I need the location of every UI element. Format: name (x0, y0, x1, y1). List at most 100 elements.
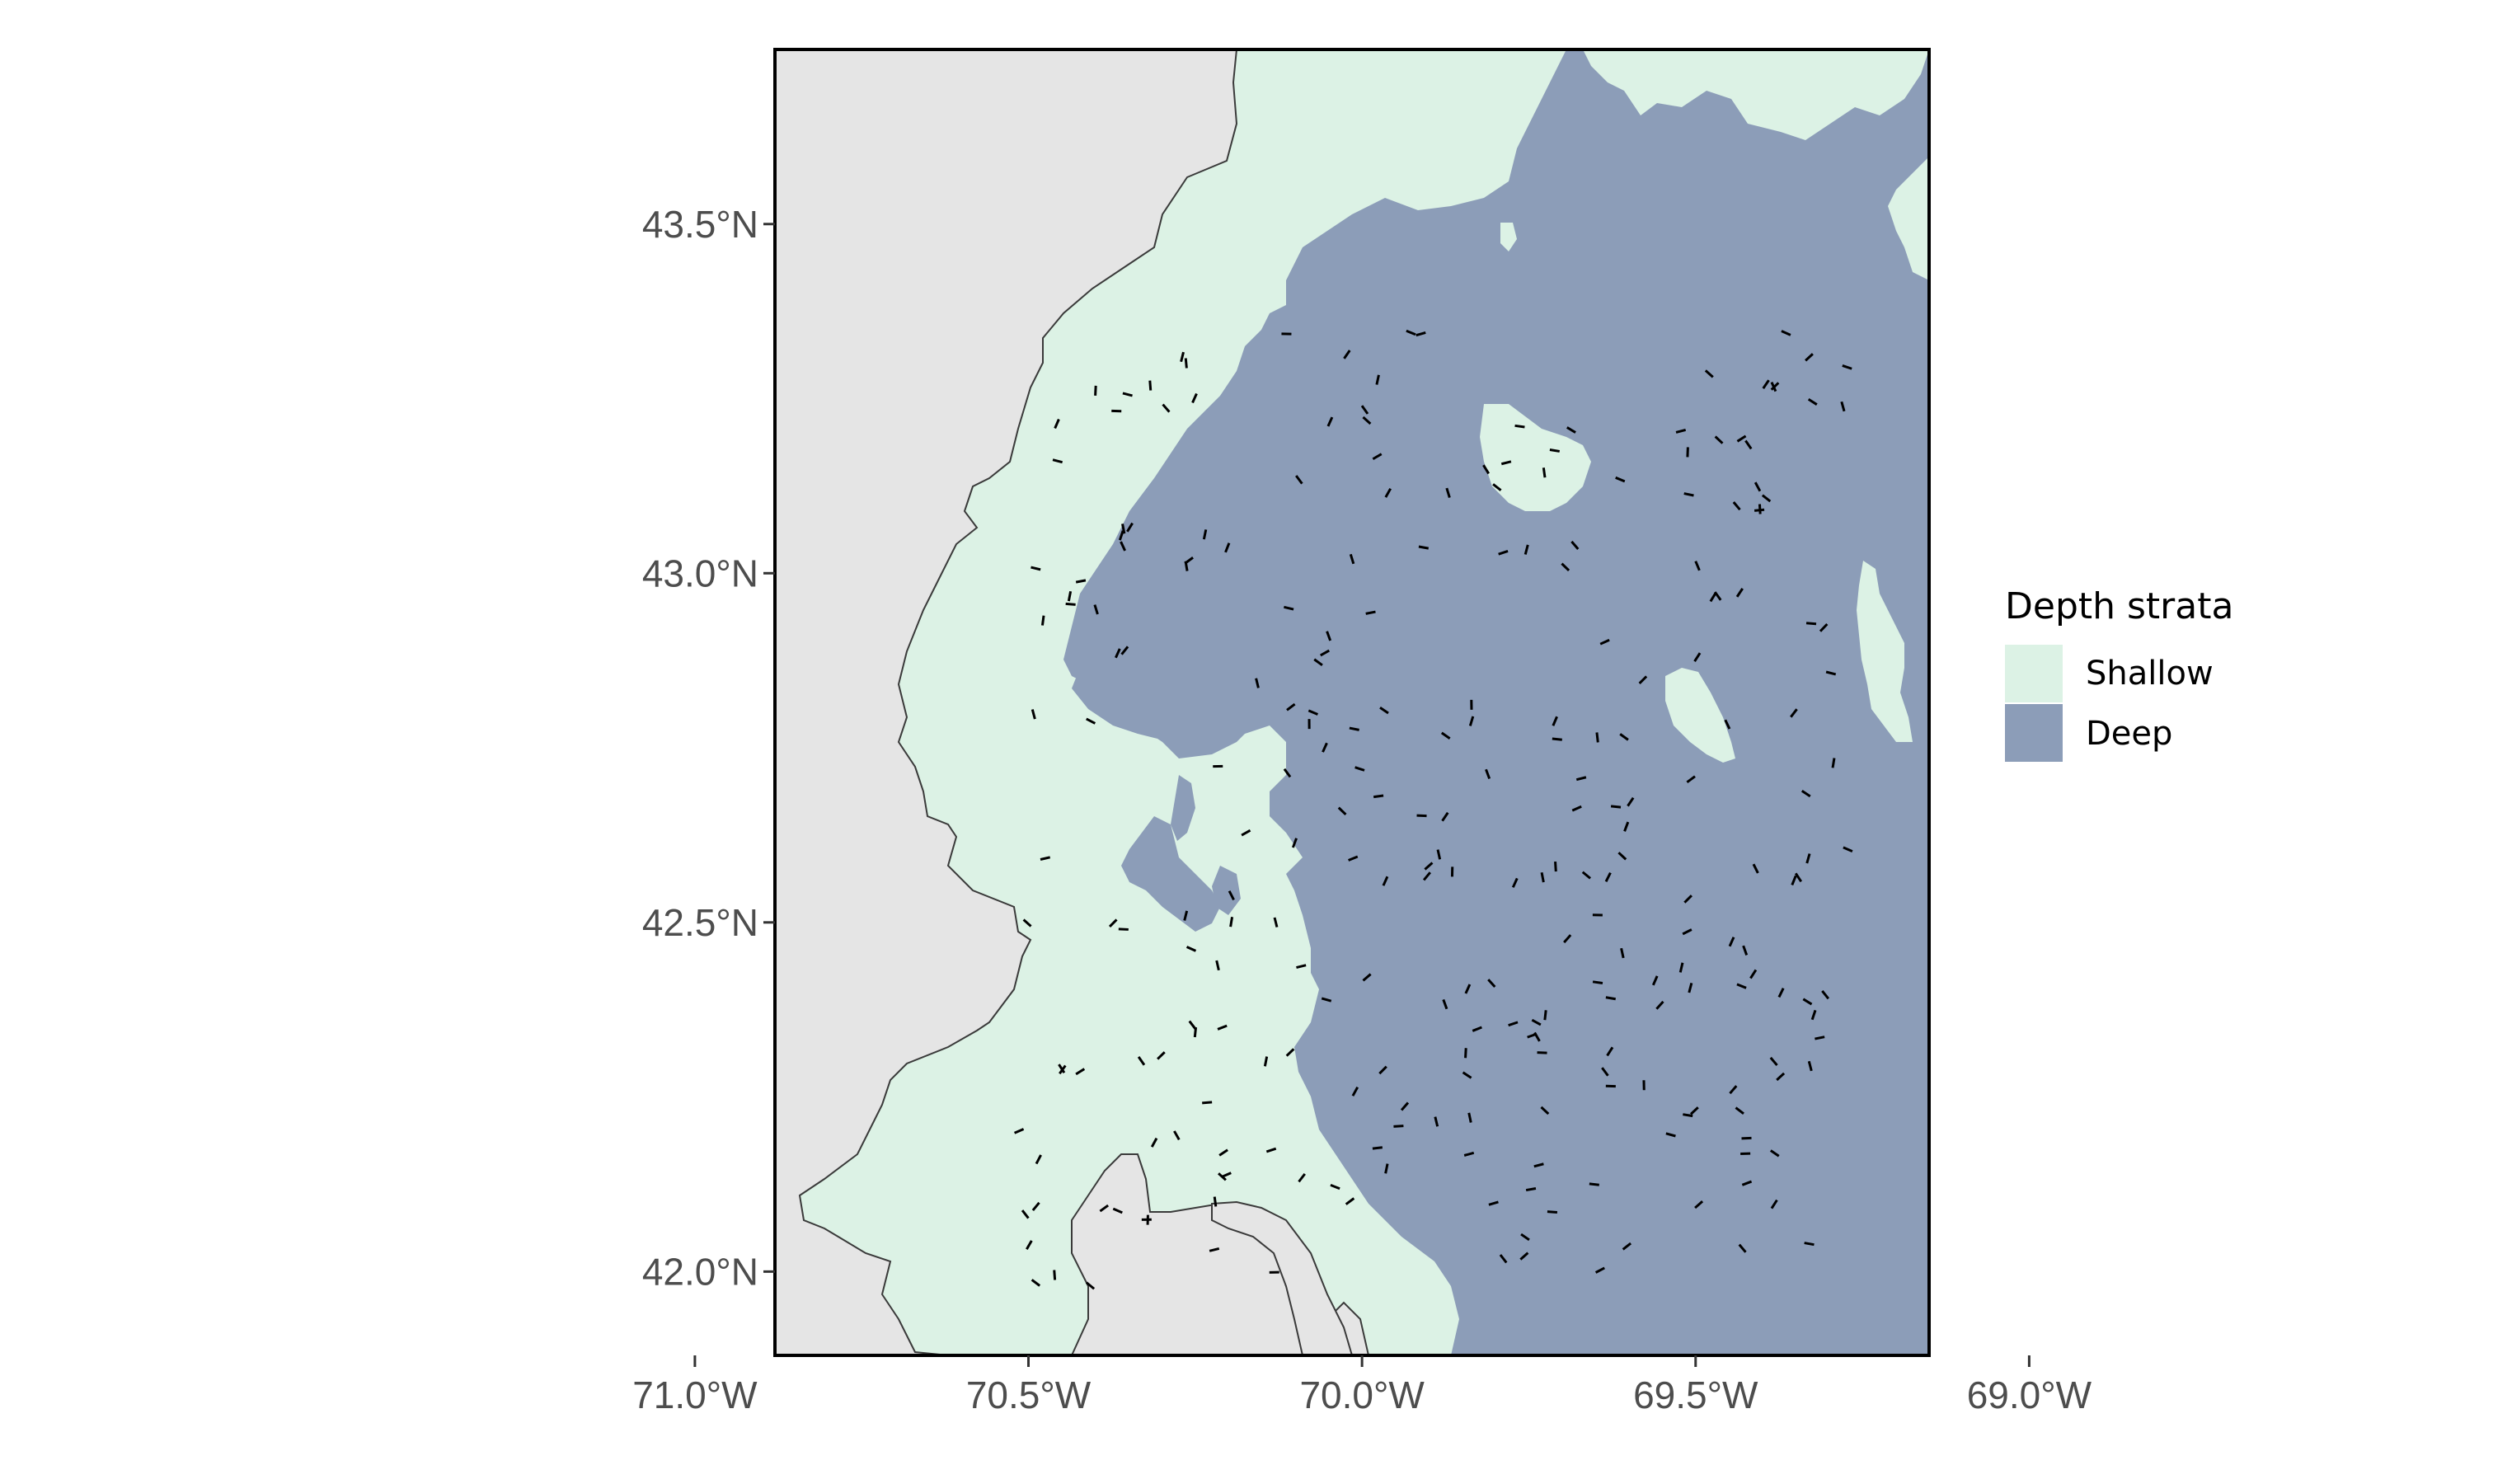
tow-mark (1762, 379, 1770, 389)
tow-mark (1769, 1149, 1780, 1158)
tow-mark (1224, 542, 1231, 553)
tow-mark (1285, 1048, 1295, 1057)
tow-mark (1815, 1036, 1825, 1040)
tow-mark (1735, 588, 1744, 598)
tow-mark (1326, 416, 1334, 427)
tow-mark (1777, 988, 1785, 998)
tow-mark (1805, 353, 1814, 362)
tow-mark (1286, 702, 1296, 711)
tow-mark (1488, 1200, 1499, 1206)
tow-mark (1054, 418, 1060, 430)
tow-mark (1099, 1204, 1109, 1213)
tow-mark (1790, 708, 1798, 718)
tow-mark (1058, 1064, 1066, 1073)
tow-mark (1108, 918, 1118, 928)
tow-mark (1308, 709, 1318, 716)
tow-mark (1620, 947, 1625, 959)
tow-mark (1273, 917, 1279, 928)
tow-mark (1724, 719, 1731, 730)
tow-mark (1298, 1172, 1306, 1183)
tow-mark (1682, 928, 1693, 936)
tow-mark (1589, 1182, 1599, 1186)
tow-mark (1678, 962, 1684, 973)
tow-mark (1354, 766, 1365, 772)
tow-mark (1202, 1101, 1213, 1105)
tow-mark (1831, 758, 1836, 768)
tow-mark (1704, 369, 1714, 378)
tow-mark (1694, 1200, 1704, 1209)
tow-mark (1202, 529, 1208, 540)
tow-mark (1126, 522, 1134, 533)
legend-title: Depth strata (2005, 585, 2233, 627)
tow-mark (1810, 1009, 1817, 1021)
tow-mark (1842, 364, 1852, 370)
tow-mark (1442, 998, 1448, 1010)
tow-mark (1570, 540, 1580, 550)
tow-mark (1606, 1046, 1614, 1057)
tow-mark (1184, 358, 1188, 369)
tow-mark (1651, 975, 1659, 986)
longitude-axis: 71.0°W 70.5°W 70.0°W 69.5°W 69.0°W (632, 1355, 2092, 1416)
tow-mark (1218, 1148, 1228, 1157)
tow-mark (1655, 1000, 1664, 1010)
tow-mark (1749, 969, 1758, 979)
tow-mark (1498, 550, 1509, 556)
tow-mark (1758, 504, 1762, 514)
tow-mark (1320, 649, 1330, 657)
tow-mark (1472, 1026, 1482, 1032)
tow-mark (1571, 805, 1582, 812)
shallow-bank-northeast (1888, 157, 1929, 280)
x-tick-label: 71.0°W (632, 1374, 758, 1416)
tow-mark (1115, 648, 1121, 659)
tow-mark (1805, 853, 1811, 864)
tow-mark (1265, 1147, 1277, 1153)
tow-mark (1121, 524, 1126, 534)
shallow-bank-far-east (1857, 561, 1913, 742)
tow-mark (1284, 605, 1294, 611)
tow-mark (1819, 622, 1829, 632)
tow-mark (1508, 1021, 1519, 1027)
tow-mark (1524, 544, 1529, 555)
tow-mark (1031, 1201, 1040, 1212)
tow-mark (1112, 1207, 1123, 1214)
tow-mark (1255, 678, 1260, 688)
y-tick-label: 42.0°N (642, 1250, 758, 1293)
tow-mark (1552, 716, 1558, 726)
tow-mark (1492, 483, 1502, 491)
tow-mark (1463, 1151, 1475, 1157)
tow-mark (1337, 806, 1347, 816)
tow-mark (1295, 475, 1303, 485)
tow-mark (1026, 1240, 1033, 1251)
tow-mark (1373, 794, 1384, 799)
tow-mark (1601, 1067, 1609, 1077)
tow-mark (1709, 592, 1717, 603)
tow-mark (1599, 638, 1610, 646)
tow-mark (1770, 1199, 1778, 1209)
tow-mark (1031, 1279, 1041, 1287)
tow-mark (1467, 1112, 1472, 1123)
tow-mark (1162, 403, 1171, 413)
tow-mark (1221, 1172, 1232, 1178)
tow-mark (1213, 1196, 1218, 1207)
tow-mark (1434, 1116, 1439, 1127)
tow-mark (1520, 1233, 1530, 1242)
tow-mark (1462, 1071, 1472, 1079)
tow-mark (1120, 541, 1126, 552)
y-tick-label: 43.5°N (642, 203, 758, 246)
tow-mark (1375, 374, 1380, 385)
tow-mark (1665, 1132, 1676, 1138)
tow-mark (1802, 998, 1813, 1006)
tow-mark (1742, 945, 1749, 956)
tow-mark (1540, 871, 1545, 883)
tow-mark (1807, 397, 1818, 406)
tow-mark (1804, 1242, 1815, 1247)
tow-mark (1424, 862, 1434, 871)
tow-mark (1093, 604, 1099, 615)
tow-mark (1150, 1137, 1158, 1148)
tow-mark (1547, 1210, 1558, 1214)
tow-mark (1440, 731, 1451, 740)
tow-mark (1322, 742, 1328, 753)
tow-mark (1441, 811, 1449, 822)
tow-mark (1728, 937, 1735, 947)
map-panel (775, 49, 1929, 1355)
